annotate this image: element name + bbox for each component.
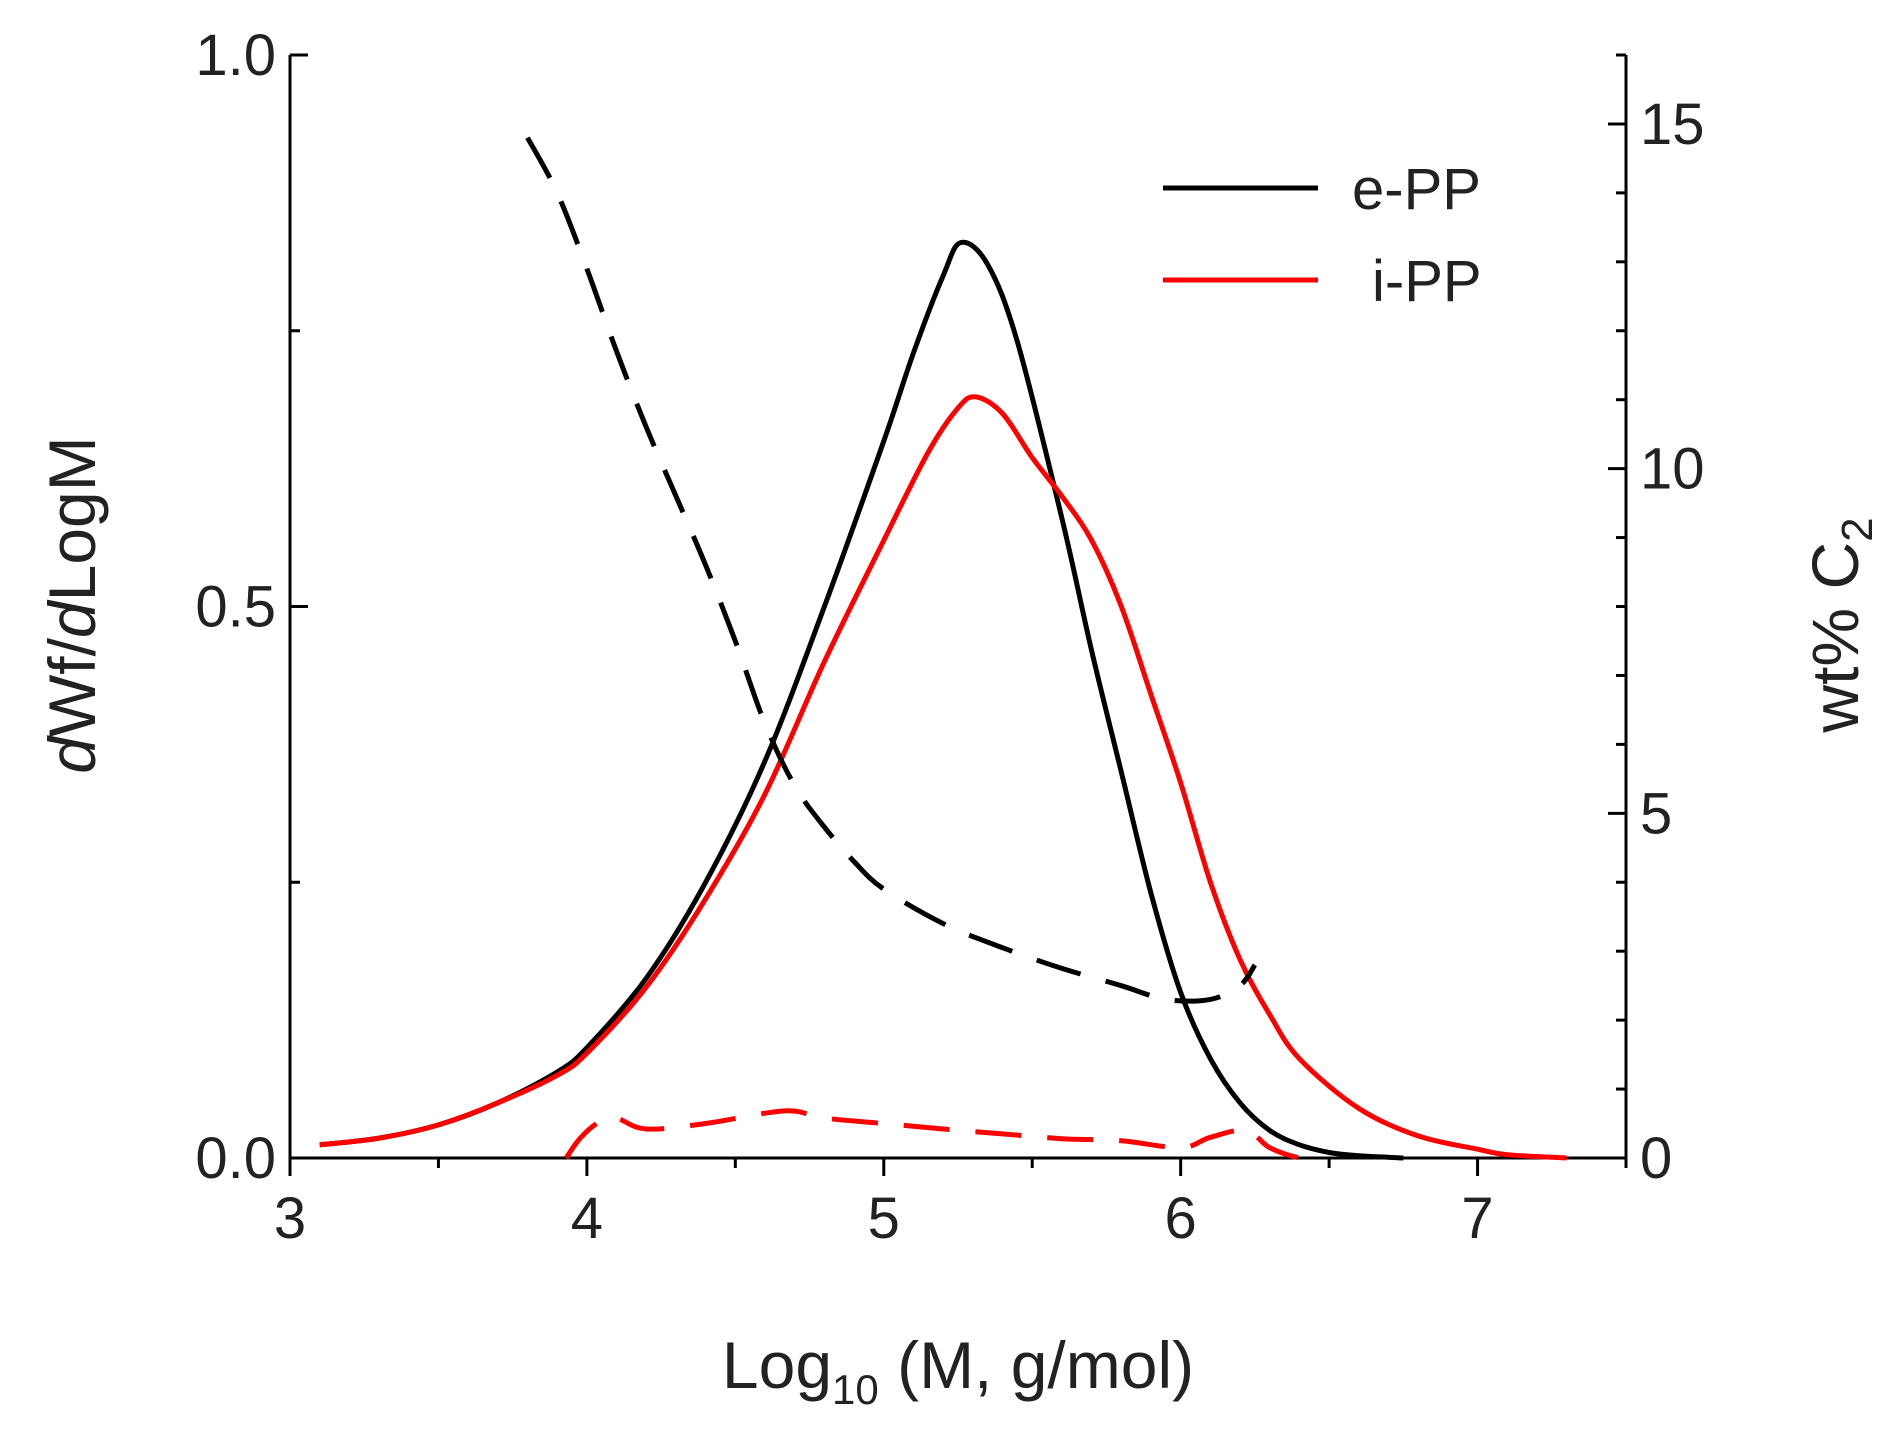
y-right-tick-label: 0 <box>1640 1126 1672 1191</box>
x-axis-title-subscript: 10 <box>832 1366 879 1413</box>
x-axis-title-rest: (M, g/mol) <box>879 1328 1194 1402</box>
y-right-title-base: wt% C <box>1798 542 1872 734</box>
x-tick-label: 5 <box>868 1186 900 1251</box>
y-left-title-d2: d <box>35 599 109 638</box>
y-left-title-d1: d <box>35 735 109 774</box>
y-left-tick-label: 0.0 <box>195 1126 276 1191</box>
y-left-axis-title: dWf/dLogM <box>35 436 109 774</box>
series-curves <box>319 136 1567 1162</box>
y-right-axis-title: wt% C2 <box>1798 517 1882 733</box>
x-tick-label: 7 <box>1461 1186 1493 1251</box>
series-line-e-pp-wt-c2 <box>525 136 1257 1004</box>
y-right-tick-label: 15 <box>1640 92 1705 157</box>
y-left-title-logm: LogM <box>35 436 109 601</box>
legend: e-PP i-PP <box>1163 157 1482 314</box>
y-right-title-subscript: 2 <box>1833 517 1882 541</box>
x-axis-title: Log10 (M, g/mol) <box>722 1328 1194 1413</box>
series-line-e-pp <box>319 239 1404 1161</box>
y-right-tick-label: 10 <box>1640 437 1705 502</box>
y-left-tick-label: 1.0 <box>195 23 276 88</box>
x-tick-label: 4 <box>571 1186 603 1251</box>
x-axis-title-base: Log <box>722 1328 832 1402</box>
x-tick-label: 6 <box>1165 1186 1197 1251</box>
ticks: 3 4 5 6 7 0.0 0.5 1.0 0 5 10 15 <box>195 23 1704 1251</box>
y-left-title-wf: Wf/ <box>35 637 109 737</box>
legend-label-i-pp: i-PP <box>1372 249 1482 314</box>
x-tick-label: 3 <box>274 1186 306 1251</box>
legend-label-e-pp: e-PP <box>1352 157 1481 222</box>
series-line-i-pp-wt-c2 <box>564 1108 1315 1162</box>
y-left-tick-label: 0.5 <box>195 575 276 640</box>
series-line-i-pp <box>319 394 1567 1161</box>
y-right-tick-label: 5 <box>1640 781 1672 846</box>
